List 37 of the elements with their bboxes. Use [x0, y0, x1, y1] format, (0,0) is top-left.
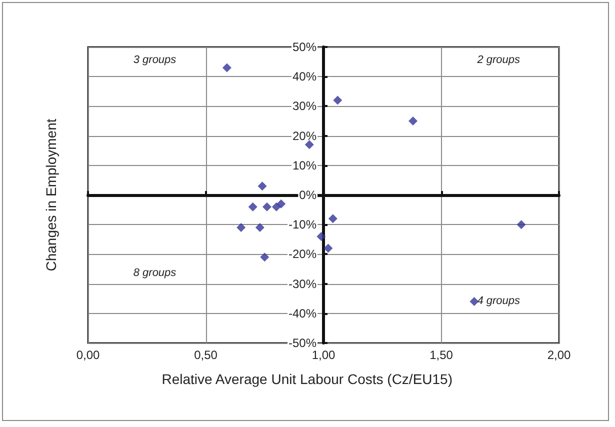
y-tick-label: 10% [292, 158, 317, 172]
x-axis-title: Relative Average Unit Labour Costs (Cz/EU15) [162, 371, 453, 387]
y-axis-title: Changes in Employment [43, 118, 59, 272]
point [408, 116, 418, 126]
point [260, 252, 270, 262]
x-tick-label: 0,50 [194, 348, 218, 362]
x-tick-label: 1,00 [312, 348, 336, 362]
y-tick-label: -30% [288, 276, 317, 291]
y-tick-label: 20% [292, 128, 317, 143]
annotation: 3 groups [133, 54, 177, 66]
y-tick-label: -40% [288, 306, 317, 320]
y-tick-label: 40% [292, 70, 317, 84]
point [333, 96, 342, 105]
point [262, 202, 272, 212]
point [236, 223, 246, 232]
annotation: 2 groups [476, 54, 520, 66]
point [304, 140, 314, 150]
y-tick-label: 50% [292, 40, 317, 54]
point [328, 214, 338, 224]
point [258, 182, 267, 191]
y-tick-label: 0% [299, 188, 317, 202]
point [276, 199, 286, 208]
point [316, 232, 326, 241]
y-tick-label: -10% [288, 218, 317, 232]
point [324, 244, 333, 253]
point [248, 202, 258, 212]
point [255, 223, 264, 232]
point [222, 63, 232, 72]
y-tick-label: -50% [288, 336, 317, 350]
x-tick-label: 1,50 [430, 348, 454, 362]
point [516, 220, 526, 230]
x-tick-label: 2,00 [547, 348, 571, 362]
annotation: 8 groups [133, 267, 177, 280]
y-tick-label: -20% [288, 247, 317, 262]
annotation: 4 groups [477, 295, 520, 308]
x-tick-label: 0,00 [76, 348, 100, 362]
y-tick-label: 30% [292, 99, 317, 114]
